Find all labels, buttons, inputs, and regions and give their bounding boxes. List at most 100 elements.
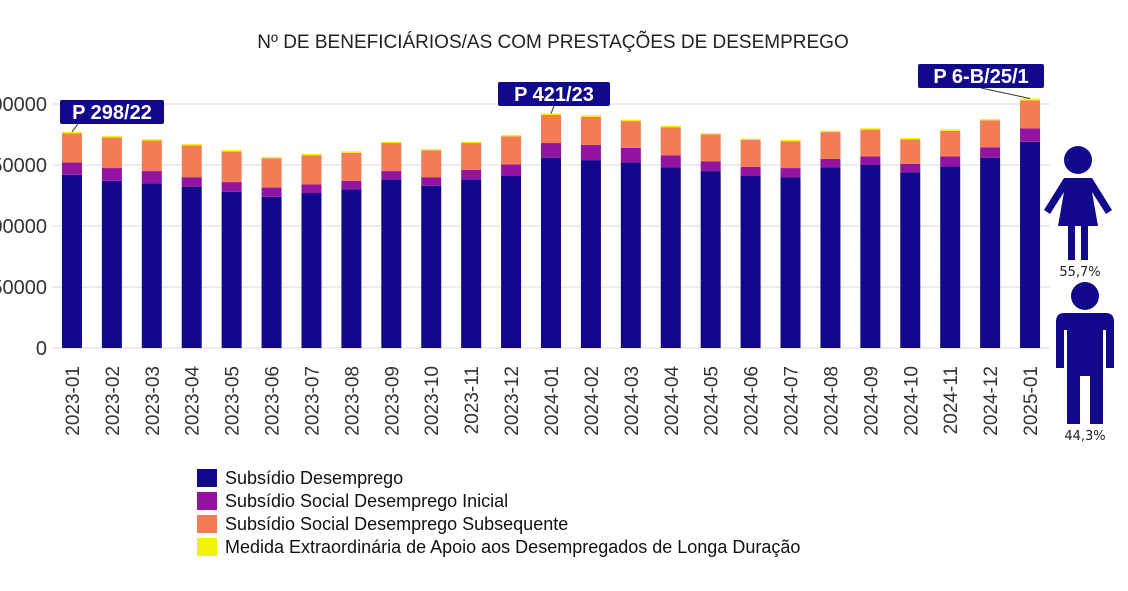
x-axis-ticks: 2023-01 2023-02 2023-03 2023-04 2023-05 2023-… (63, 366, 1042, 436)
bar-subsidio-social-inicial (740, 166, 761, 176)
bar-medida-extraordinaria (141, 139, 162, 141)
bar-subsidio-social-subsequente (461, 143, 482, 170)
annotation-label: P 6-B/25/1 (933, 66, 1028, 88)
bar-subsidio-social-subsequente (860, 129, 881, 157)
bar-subsidio-social-subsequente (740, 139, 761, 167)
y-tick-label: 200000 (0, 94, 47, 116)
bar-medida-extraordinaria (501, 134, 522, 137)
x-tick-label: 2023-09 (382, 366, 403, 436)
x-tick-label: 2023-10 (422, 366, 443, 436)
bar-subsidio-social-subsequente (101, 137, 122, 169)
bar-subsidio-desemprego (860, 165, 881, 348)
x-tick-label: 2024-08 (821, 366, 842, 436)
bar-medida-extraordinaria (101, 136, 122, 138)
bar-subsidio-social-inicial (301, 184, 322, 194)
x-tick-label: 2025-01 (1021, 366, 1042, 436)
bar-subsidio-social-subsequente (980, 120, 1001, 148)
bar-subsidio-desemprego (980, 157, 1001, 348)
x-tick-label: 2024-03 (622, 366, 643, 436)
bar-medida-extraordinaria (860, 128, 881, 130)
y-tick-label: 50000 (0, 277, 47, 299)
bar-subsidio-social-inicial (620, 147, 641, 163)
bar-medida-extraordinaria (900, 137, 921, 140)
bar-subsidio-desemprego (660, 167, 681, 348)
bar-subsidio-desemprego (620, 162, 641, 348)
x-tick-label: 2024-10 (901, 366, 922, 436)
annotation-box (60, 100, 164, 124)
legend-swatch (197, 469, 217, 487)
bar-subsidio-desemprego (1020, 141, 1041, 348)
x-tick-label: 2023-11 (462, 366, 483, 434)
bar-subsidio-social-inicial (820, 158, 841, 168)
x-tick-label: 2024-11 (941, 366, 962, 434)
legend: Subsídio Desemprego Subsídio Social Desem… (197, 468, 800, 557)
bar-subsidio-desemprego (700, 171, 721, 348)
bar-medida-extraordinaria (381, 141, 402, 144)
male-percentage: 44,3% (1064, 429, 1105, 444)
bar-subsidio-desemprego (221, 191, 242, 348)
bar-medida-extraordinaria (620, 119, 641, 122)
y-tick-label: 150000 (0, 155, 47, 177)
bar-subsidio-desemprego (900, 172, 921, 348)
bar-medida-extraordinaria (740, 138, 761, 140)
bar-subsidio-social-subsequente (940, 130, 961, 157)
male-person-icon (1056, 282, 1114, 424)
bar-subsidio-social-inicial (541, 143, 561, 158)
bar-subsidio-desemprego (61, 174, 82, 348)
bar-subsidio-social-inicial (780, 168, 801, 178)
bar-subsidio-social-subsequente (700, 134, 721, 162)
x-tick-label: 2023-01 (63, 366, 84, 436)
bar-subsidio-social-subsequente (580, 116, 601, 145)
bar-subsidio-desemprego (541, 157, 561, 348)
bar-subsidio-social-inicial (261, 187, 282, 197)
bar-subsidio-desemprego (501, 175, 522, 348)
bar-medida-extraordinaria (541, 113, 561, 115)
bar-medida-extraordinaria (221, 150, 242, 152)
bar-subsidio-desemprego (141, 183, 162, 348)
bar-medida-extraordinaria (61, 131, 82, 134)
bar-subsidio-social-subsequente (301, 155, 322, 185)
x-tick-label: 2023-04 (183, 366, 204, 436)
bar-medida-extraordinaria (780, 139, 801, 142)
bar-subsidio-social-inicial (700, 161, 721, 172)
x-tick-label: 2024-12 (981, 366, 1002, 436)
bar-subsidio-desemprego (421, 185, 442, 348)
x-tick-label: 2024-06 (742, 366, 763, 436)
bar-medida-extraordinaria (980, 119, 1001, 121)
bar-subsidio-desemprego (181, 186, 202, 348)
bar-subsidio-social-inicial (61, 162, 82, 175)
bar-medida-extraordinaria (461, 141, 482, 144)
bar-subsidio-social-subsequente (221, 151, 242, 183)
bar-subsidio-desemprego (461, 179, 482, 348)
bar-subsidio-social-subsequente (381, 143, 402, 172)
bar-subsidio-desemprego (580, 160, 601, 348)
x-tick-label: 2023-05 (223, 366, 244, 436)
bar-medida-extraordinaria (421, 148, 442, 151)
bar-subsidio-desemprego (780, 177, 801, 348)
bar-subsidio-social-inicial (461, 169, 482, 180)
x-tick-label: 2023-03 (143, 366, 164, 436)
y-tick-label: 0 (36, 338, 47, 360)
bar-subsidio-desemprego (381, 179, 402, 348)
bar-medida-extraordinaria (820, 130, 841, 133)
bar-subsidio-desemprego (740, 175, 761, 348)
bar-subsidio-social-inicial (1020, 128, 1041, 142)
annotation-label: P 298/22 (72, 102, 152, 124)
bar-medida-extraordinaria (940, 129, 961, 131)
bar-subsidio-social-subsequente (341, 152, 362, 181)
bar-subsidio-social-subsequente (780, 141, 801, 169)
bar-subsidio-social-inicial (900, 163, 921, 173)
bar-subsidio-desemprego (820, 167, 841, 348)
annotation-box (918, 64, 1044, 88)
bar-subsidio-desemprego (261, 196, 282, 348)
bar-subsidio-social-inicial (940, 156, 961, 167)
y-axis-ticks: 0 50000 100000 150000 200000 (0, 94, 47, 360)
x-tick-label: 2024-02 (582, 366, 603, 436)
female-percentage: 55,7% (1059, 265, 1100, 280)
bar-medida-extraordinaria (660, 125, 681, 128)
bar-subsidio-social-inicial (421, 177, 442, 186)
bar-subsidio-desemprego (940, 166, 961, 348)
bar-medida-extraordinaria (181, 144, 202, 146)
x-tick-label: 2023-12 (502, 366, 523, 436)
